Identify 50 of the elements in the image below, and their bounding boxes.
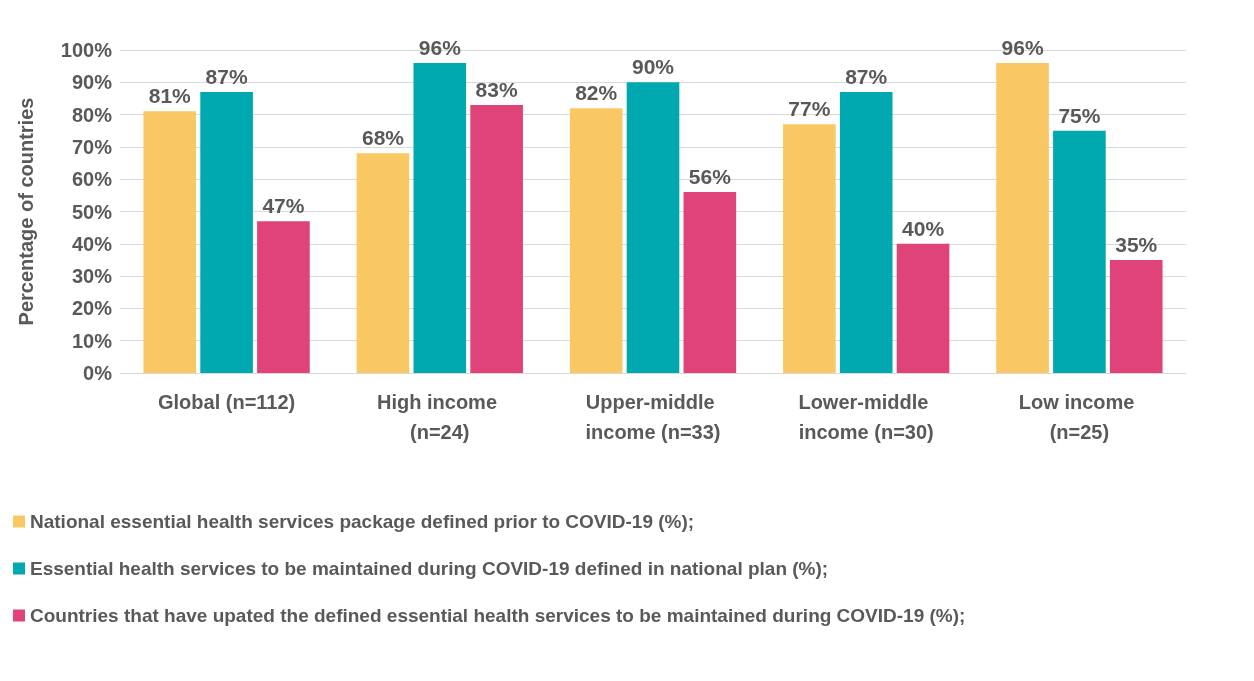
- bar: [1053, 130, 1106, 373]
- data-label: 82%: [575, 81, 618, 105]
- x-tick-label: Upper-middle income (n=33): [585, 391, 721, 443]
- bar: [783, 124, 836, 373]
- y-axis-title: Percentage of countries: [15, 97, 37, 326]
- data-label: 87%: [845, 64, 888, 88]
- data-label: 96%: [1001, 35, 1044, 59]
- data-label: 47%: [262, 194, 305, 218]
- x-tick-label: Lower-middle income (n=30): [798, 391, 934, 443]
- data-label: 83%: [475, 77, 518, 101]
- data-label: 87%: [205, 64, 248, 88]
- bar: [996, 62, 1049, 373]
- data-label: 75%: [1058, 103, 1101, 127]
- bar: [200, 91, 253, 373]
- data-label: 81%: [148, 84, 192, 108]
- y-tick-label: 30%: [71, 265, 113, 288]
- y-tick-label: 100%: [60, 39, 113, 61]
- bar: [839, 91, 893, 373]
- x-tick-label: Low income (n=25): [1018, 391, 1140, 443]
- y-tick-label: 60%: [71, 168, 113, 191]
- legend-label: National essential health services package defined prior to COVID-19 (%);: [30, 511, 695, 532]
- data-label: 96%: [418, 35, 462, 59]
- bar: [626, 82, 680, 373]
- bar: [356, 153, 410, 373]
- x-tick-label: High income (n=24): [377, 391, 503, 443]
- legend-label: Essential health services to be maintained during COVID-19 defined in national plan (%);: [30, 558, 829, 579]
- bar: [143, 111, 197, 373]
- bar: [413, 62, 467, 373]
- data-label: 40%: [902, 216, 945, 240]
- bar: [257, 221, 310, 373]
- y-tick-label: 20%: [71, 297, 113, 320]
- data-label: 56%: [688, 165, 732, 189]
- bar: [470, 104, 523, 373]
- y-tick-label: 10%: [71, 329, 113, 352]
- data-label: 90%: [631, 55, 675, 79]
- data-label: 68%: [361, 126, 405, 150]
- y-tick-label: 50%: [71, 200, 113, 223]
- y-tick-label: 90%: [71, 71, 113, 94]
- bar: [896, 243, 950, 373]
- y-tick-label: 80%: [71, 103, 113, 126]
- bar: [569, 108, 623, 373]
- data-label: 77%: [788, 97, 831, 121]
- bar: [683, 192, 737, 373]
- y-tick-label: 70%: [71, 135, 113, 158]
- legend-label: Countries that have upated the defined essential health services to be maintained during COVID-19 (%);: [30, 605, 966, 626]
- bar: [1109, 259, 1163, 373]
- x-tick-label: Global (n=112): [157, 391, 296, 413]
- data-label: 35%: [1115, 232, 1158, 256]
- y-tick-label: 0%: [83, 362, 113, 384]
- y-tick-label: 40%: [71, 232, 113, 255]
